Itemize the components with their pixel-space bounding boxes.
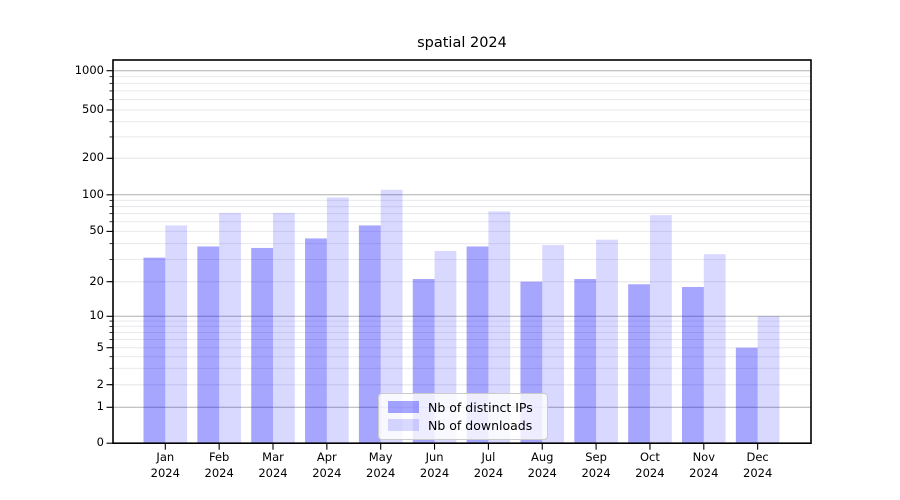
bar-distinct-ips-feb bbox=[197, 246, 220, 444]
x-tick-label: Jan 2024 bbox=[150, 450, 180, 480]
bar-downloads-dec bbox=[757, 316, 780, 444]
x-tick-label: Mar 2024 bbox=[258, 450, 288, 480]
x-tick-label: Dec 2024 bbox=[743, 450, 773, 480]
x-tick-label: Nov 2024 bbox=[689, 450, 719, 480]
y-tick-label: 50 bbox=[89, 223, 104, 238]
bar-distinct-ips-nov bbox=[682, 286, 704, 444]
x-tick-label: Jun 2024 bbox=[419, 450, 450, 480]
y-tick-label: 1000 bbox=[74, 62, 104, 77]
legend-item-downloads: Nb of downloads bbox=[388, 417, 538, 433]
bar-downloads-may bbox=[380, 189, 403, 444]
legend-swatch-downloads bbox=[388, 419, 419, 431]
legend-item-distinct-ips: Nb of distinct IPs bbox=[388, 399, 538, 415]
x-tick-label: May 2024 bbox=[366, 450, 396, 480]
legend-label-distinct-ips: Nb of distinct IPs bbox=[428, 399, 533, 415]
bar-downloads-apr bbox=[326, 197, 349, 444]
bar-distinct-ips-jan bbox=[143, 257, 166, 444]
plot-frame bbox=[112, 59, 812, 445]
legend: Nb of distinct IPs Nb of downloads bbox=[378, 393, 548, 440]
y-tick-label: 10 bbox=[89, 308, 104, 323]
y-tick-label: 200 bbox=[82, 150, 104, 165]
bar-downloads-nov bbox=[703, 254, 726, 444]
bar-downloads-feb bbox=[219, 212, 241, 444]
y-tick-label: 1 bbox=[96, 399, 104, 414]
chart-title: spatial 2024 bbox=[417, 35, 507, 51]
y-tick-label: 2 bbox=[96, 376, 104, 391]
bar-distinct-ips-oct bbox=[628, 284, 650, 444]
bar-distinct-ips-sep bbox=[574, 279, 597, 444]
y-tick-label: 100 bbox=[82, 186, 104, 201]
legend-swatch-distinct-ips bbox=[388, 401, 419, 413]
bar-distinct-ips-dec bbox=[735, 347, 758, 444]
bar-downloads-jan bbox=[165, 225, 188, 444]
legend-label-downloads: Nb of downloads bbox=[428, 417, 533, 433]
bar-downloads-jul bbox=[488, 211, 511, 444]
bar-downloads-sep bbox=[596, 239, 618, 444]
bar-downloads-mar bbox=[273, 212, 295, 444]
bar-distinct-ips-mar bbox=[251, 247, 273, 444]
y-tick-label: 20 bbox=[89, 273, 104, 288]
x-tick-label: Apr 2024 bbox=[312, 450, 342, 480]
bar-downloads-aug bbox=[542, 245, 565, 444]
bar-distinct-ips-apr bbox=[305, 238, 327, 444]
y-tick-label: 5 bbox=[96, 339, 104, 354]
y-tick-label: 0 bbox=[96, 435, 104, 450]
x-tick-label: Feb 2024 bbox=[204, 450, 234, 480]
bar-distinct-ips-may bbox=[358, 225, 381, 444]
bar-downloads-oct bbox=[649, 215, 672, 444]
x-tick-label: Jul 2024 bbox=[473, 450, 504, 480]
x-tick-label: Oct 2024 bbox=[635, 450, 665, 480]
x-tick-label: Sep 2024 bbox=[581, 450, 611, 480]
y-tick-label: 500 bbox=[82, 102, 104, 116]
x-tick-label: Aug 2024 bbox=[527, 450, 557, 480]
